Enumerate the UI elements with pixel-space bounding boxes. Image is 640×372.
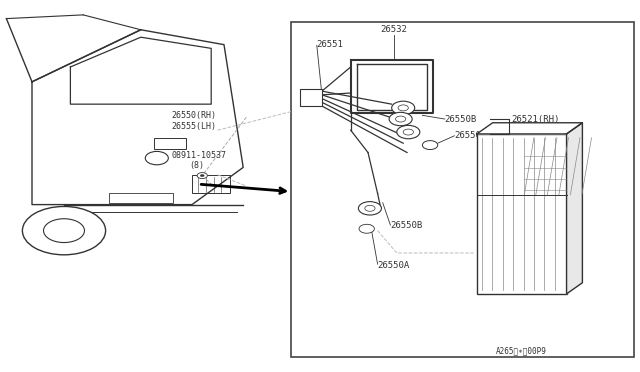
Text: 08911-10537: 08911-10537 [172,151,227,160]
Circle shape [396,116,406,122]
Bar [192,175,230,193]
Circle shape [200,174,204,177]
Text: 26555(LH): 26555(LH) [172,122,216,131]
Circle shape [145,151,168,165]
Circle shape [392,101,415,115]
Polygon shape [566,123,582,294]
Text: 26521(RH): 26521(RH) [511,115,560,124]
Circle shape [398,105,408,111]
Text: 26550(RH): 26550(RH) [172,111,216,120]
Circle shape [403,129,413,135]
Bar [291,22,634,357]
Text: 26532: 26532 [380,25,407,34]
Circle shape [44,219,84,243]
Circle shape [197,173,207,179]
Text: (8): (8) [189,161,204,170]
Circle shape [422,141,438,150]
Circle shape [365,205,375,211]
Text: 26550B: 26550B [390,221,422,230]
Text: 26550A: 26550A [378,262,410,270]
Bar [154,138,186,149]
Circle shape [358,202,381,215]
Circle shape [389,112,412,126]
Bar [477,134,566,294]
Text: 26526(LH): 26526(LH) [511,126,560,135]
Bar [300,89,322,106]
Polygon shape [477,123,582,134]
Text: 26550A: 26550A [454,131,486,140]
Circle shape [397,125,420,139]
Circle shape [359,224,374,233]
Text: 26551: 26551 [317,40,344,49]
Bar [109,193,173,203]
Text: A265​∗​00P9: A265​∗​00P9 [497,346,547,355]
Circle shape [22,206,106,255]
Text: 26550B: 26550B [445,115,477,124]
Text: N: N [154,154,160,163]
